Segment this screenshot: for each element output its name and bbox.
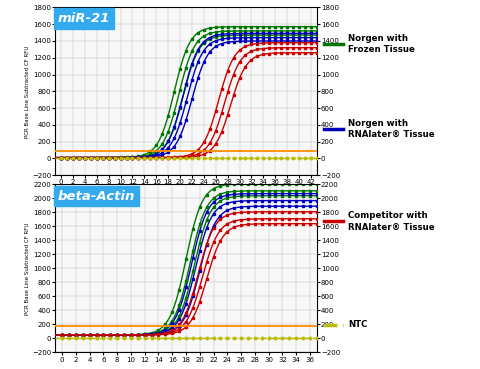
Text: Competitor with
RNAlater® Tissue: Competitor with RNAlater® Tissue [348,211,434,231]
Text: Norgen with
RNAlater® Tissue: Norgen with RNAlater® Tissue [348,119,434,139]
Text: miR-21: miR-21 [58,13,110,25]
Text: NTC: NTC [348,320,367,329]
Y-axis label: PCR Base Line Subtracted CF RFU: PCR Base Line Subtracted CF RFU [24,222,30,315]
Text: Norgen with
Frozen Tissue: Norgen with Frozen Tissue [348,34,415,54]
Y-axis label: PCR Base Line Subtracted CF RFU: PCR Base Line Subtracted CF RFU [24,45,30,138]
Text: beta-Actin: beta-Actin [58,190,135,203]
